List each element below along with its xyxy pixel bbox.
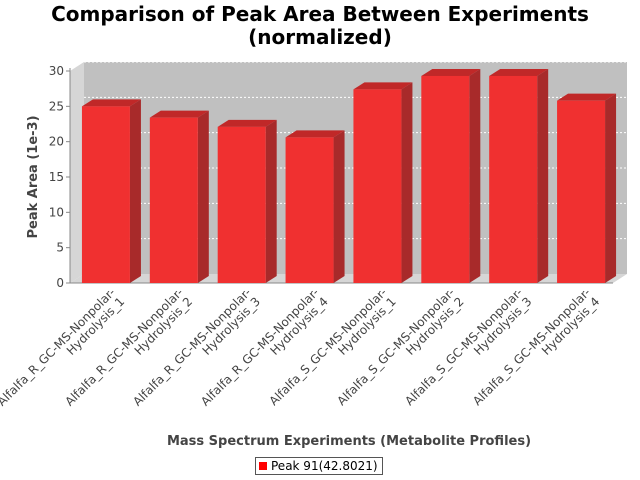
bar-side <box>605 93 617 284</box>
x-tick-label: Alfalfa_R_GC-MS-Nonpolar-Hydrolysis_4 <box>198 285 331 418</box>
bar-side <box>197 110 209 283</box>
bar-chart: 0 5 10 15 20 25 30 Peak Area (1e-3) Alfalfa_R_GC… <box>0 61 627 449</box>
chart-title-line-1: Comparison of Peak Area Between Experime… <box>51 2 589 26</box>
bar <box>149 117 198 283</box>
bar-top <box>285 130 345 138</box>
bar-side <box>537 68 549 283</box>
bar-side <box>333 130 345 283</box>
bar-top <box>81 99 141 107</box>
bar-side <box>129 99 141 283</box>
bar <box>81 106 130 283</box>
y-tick-label: 0 <box>56 276 64 290</box>
bar <box>353 89 402 283</box>
bar-top <box>217 119 277 127</box>
plot-left-wall <box>70 62 84 283</box>
legend-label: Peak 91(42.8021) <box>271 459 378 473</box>
bar-side <box>469 68 481 283</box>
bar-top <box>489 68 549 76</box>
y-tick-label: 30 <box>49 64 64 78</box>
bar-top <box>421 68 481 76</box>
x-tick-label: Alfalfa_R_GC-MS-Nonpolar-Hydrolysis_3 <box>130 285 263 418</box>
bar-top <box>557 93 617 101</box>
bar-top <box>353 82 413 90</box>
x-tick-label: Alfalfa_S_GC-MS-Nonpolar-Hydrolysis_1 <box>267 285 399 417</box>
chart-title: Comparison of Peak Area Between Experime… <box>0 3 640 49</box>
y-tick-label: 10 <box>49 205 64 219</box>
bar-side <box>265 119 277 284</box>
y-tick-label: 25 <box>49 99 64 113</box>
bar-top <box>149 110 209 118</box>
y-axis-title: Peak Area (1e-3) <box>26 115 41 238</box>
x-axis-title: Mass Spectrum Experiments (Metabolite Pr… <box>167 434 531 449</box>
y-tick-label: 15 <box>49 170 64 184</box>
bar <box>489 75 538 284</box>
x-tick-label-line: Alfalfa_R_GC-MS-Nonpolar- <box>0 285 118 409</box>
x-tick-label: Alfalfa_S_GC-MS-Nonpolar-Hydrolysis_4 <box>470 285 602 417</box>
bar <box>557 100 606 284</box>
bar <box>421 75 470 284</box>
y-tick-label: 5 <box>56 241 64 255</box>
legend-swatch <box>259 462 267 470</box>
bar <box>217 126 266 284</box>
x-tick-label: Alfalfa_R_GC-MS-Nonpolar-Hydrolysis_2 <box>62 285 195 418</box>
bar <box>285 137 334 283</box>
y-tick-label: 20 <box>49 135 64 149</box>
legend: Peak 91(42.8021) <box>255 457 383 475</box>
bar-side <box>401 82 413 283</box>
x-tick-label: Alfalfa_S_GC-MS-Nonpolar-Hydrolysis_2 <box>334 285 466 417</box>
plot-floor <box>70 274 627 283</box>
chart-title-line-2: (normalized) <box>248 25 392 49</box>
x-tick-label: Alfalfa_S_GC-MS-Nonpolar-Hydrolysis_3 <box>402 285 534 417</box>
